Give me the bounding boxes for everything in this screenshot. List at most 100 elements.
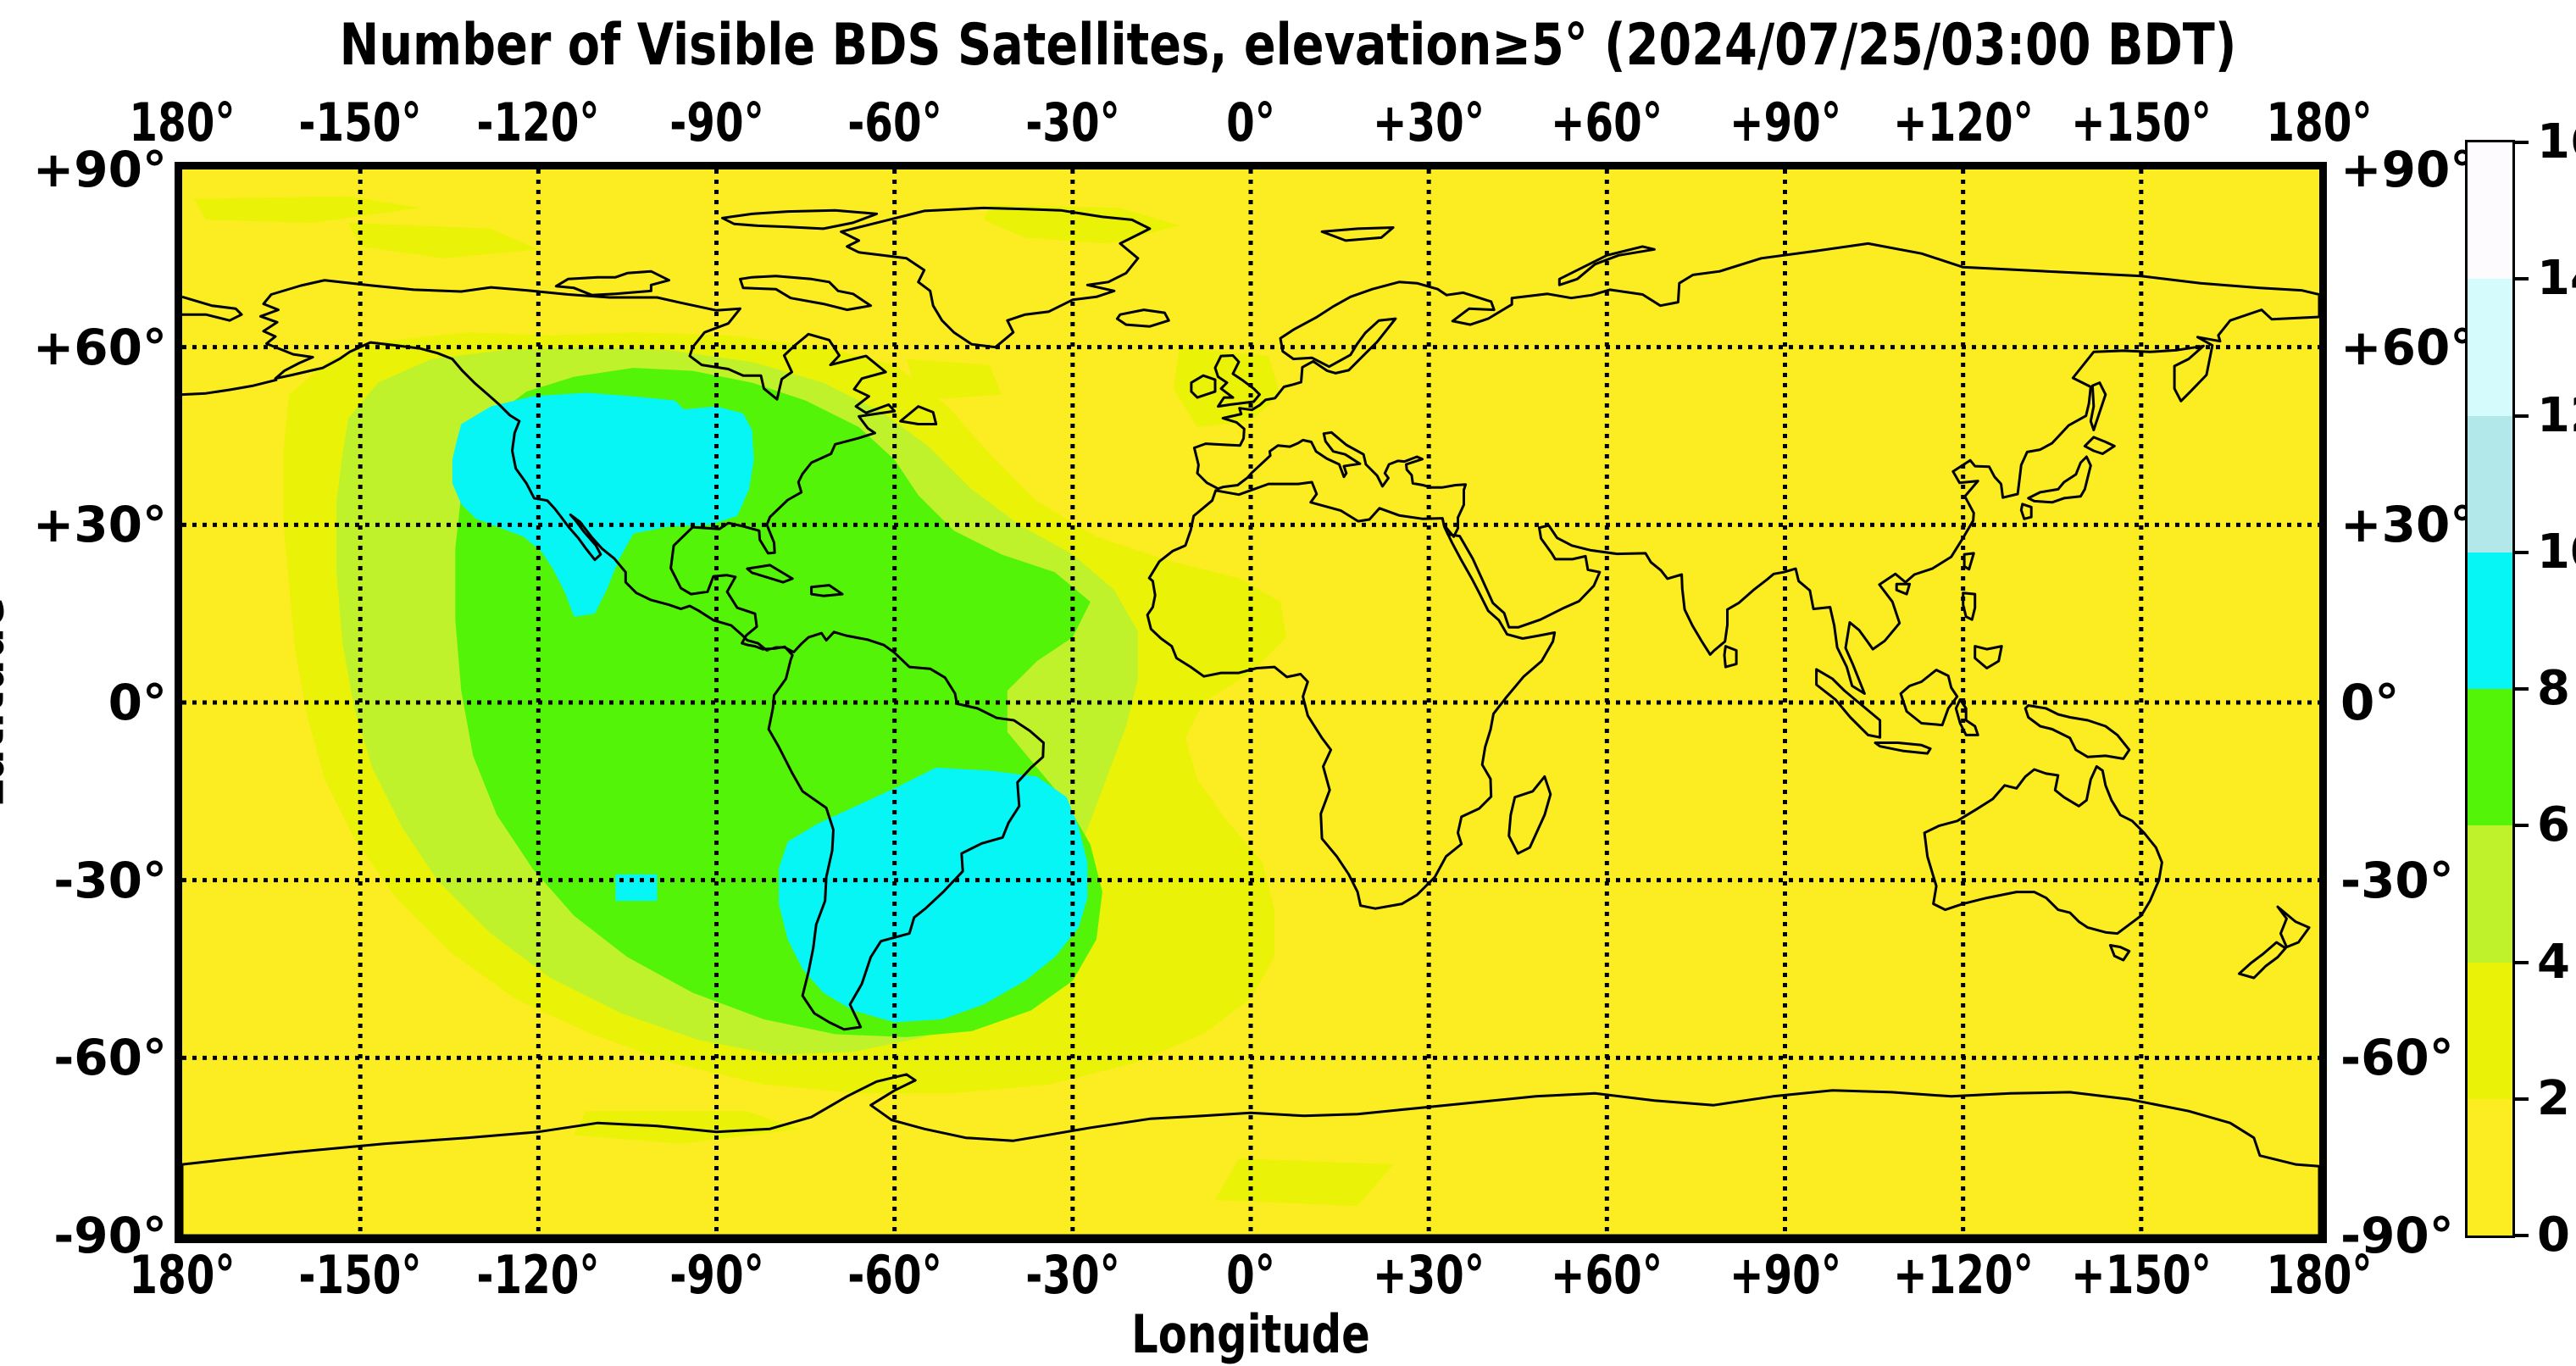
colorbar-tick-2 <box>2515 1097 2529 1101</box>
coast-taiwan <box>1963 552 1975 571</box>
coast-victoria-island <box>554 269 670 297</box>
left-axis-tick-90: +90° <box>32 141 167 198</box>
colorbar-segment-14-16 <box>2468 1098 2512 1236</box>
colorbar-segment-12-14 <box>2468 962 2512 1099</box>
colorbar-segment-0-2 <box>2468 142 2512 280</box>
coast-africa <box>1146 480 1557 910</box>
coast-ireland <box>1190 374 1217 399</box>
zone-12-14-europe <box>1173 347 1280 427</box>
colorbar-tick-0 <box>2515 1234 2529 1237</box>
top-axis-tick-120: +120° <box>1892 92 2034 153</box>
colorbar <box>2465 140 2515 1238</box>
colorbar-segment-10-12 <box>2468 825 2512 963</box>
right-axis-tick--90: -90° <box>2340 1207 2454 1264</box>
colorbar-tick-16 <box>2515 141 2529 144</box>
zone-12-14-greenland-east <box>983 204 1180 244</box>
coast-luzon <box>1962 591 1977 621</box>
bottom-axis-tick--120: -120° <box>476 1244 600 1306</box>
right-axis-tick--60: -60° <box>2340 1029 2454 1087</box>
top-axis-tick-0: 0° <box>1226 92 1275 153</box>
top-axis-tick--120: -120° <box>476 92 600 153</box>
right-axis-tick--30: -30° <box>2340 851 2454 909</box>
left-axis-tick-30: +30° <box>32 496 167 554</box>
colorbar-segment-6-8 <box>2468 552 2512 689</box>
bottom-axis-tick-120: +120° <box>1892 1244 2034 1306</box>
bottom-axis-tick-90: +90° <box>1729 1244 1841 1306</box>
coast-mindanao <box>1974 645 2003 669</box>
colorbar-label-16: 16 <box>2537 114 2576 169</box>
world-heatmap <box>182 169 2319 1236</box>
zone-6-8-north-america <box>452 392 754 617</box>
colorbar-segment-8-10 <box>2468 689 2512 826</box>
colorbar-label-10: 10 <box>2537 524 2576 580</box>
coast-novaya-zemlya <box>1557 245 1656 286</box>
coast-americas <box>259 279 1045 1031</box>
coast-kyushu <box>2019 503 2033 520</box>
colorbar-tick-10 <box>2515 550 2529 554</box>
coast-aleutians <box>182 378 278 397</box>
coast-ellesmere-island <box>721 208 879 230</box>
colorbar-segment-2-4 <box>2468 279 2512 416</box>
top-axis-tick--60: -60° <box>847 92 942 153</box>
bottom-axis-tick-150: +150° <box>2071 1244 2212 1306</box>
colorbar-label-14: 14 <box>2537 251 2576 307</box>
coast-svalbard <box>1320 226 1395 242</box>
top-axis-tick-30: +30° <box>1373 92 1485 153</box>
coast-borneo <box>1899 669 1959 727</box>
bottom-axis-tick-30: +30° <box>1373 1244 1485 1306</box>
coast-new-zealand-north <box>2276 905 2311 949</box>
coast-newfoundland <box>899 405 938 425</box>
coast-sakhalin <box>2089 381 2107 431</box>
bottom-axis-tick--30: -30° <box>1025 1244 1120 1306</box>
y-axis-label: Latitude <box>0 597 16 808</box>
top-axis-tick-90: +90° <box>1729 92 1841 153</box>
coast-new-guinea <box>2024 704 2131 760</box>
zone-12-14-antarctic-atlantic <box>1215 1158 1394 1207</box>
zone-6-8-south-america <box>779 767 1088 1023</box>
coast-chukotka-west-edge <box>182 295 243 322</box>
left-axis-tick-60: +60° <box>32 318 167 376</box>
coast-hainan <box>1895 582 1912 596</box>
colorbar-label-0: 0 <box>2537 1208 2570 1263</box>
coast-cuba <box>746 564 794 584</box>
top-axis-tick-150: +150° <box>2071 92 2212 153</box>
bottom-axis-tick-60: +60° <box>1551 1244 1663 1306</box>
coast-sulawesi <box>1954 698 1979 736</box>
top-axis-tick--150: -150° <box>298 92 422 153</box>
zone-12-14-antarctic-pacific <box>574 1111 800 1144</box>
right-axis-tick-60: +60° <box>2340 318 2475 376</box>
colorbar-label-12: 12 <box>2537 387 2576 443</box>
left-axis-tick-0: 0° <box>108 674 167 731</box>
coast-hispaniola <box>810 584 844 597</box>
coast-sri-lanka <box>1723 645 1738 669</box>
bottom-axis-tick--180: 180° <box>129 1244 236 1306</box>
top-axis-tick--180: 180° <box>129 92 236 153</box>
coast-great-britain <box>1213 354 1261 408</box>
coast-hokkaido <box>2083 436 2116 455</box>
top-axis-tick-60: +60° <box>1551 92 1663 153</box>
colorbar-tick-4 <box>2515 960 2529 964</box>
coast-antarctica <box>182 1073 2319 1236</box>
colorbar-tick-6 <box>2515 824 2529 828</box>
bottom-axis-tick-180: 180° <box>2266 1244 2373 1306</box>
colorbar-label-4: 4 <box>2537 934 2570 990</box>
bottom-axis-tick--150: -150° <box>298 1244 422 1306</box>
right-axis-tick-0: 0° <box>2340 674 2400 731</box>
zone-12-14-labrador <box>906 358 1002 401</box>
map-plot-area <box>175 162 2327 1243</box>
coast-new-zealand-south <box>2237 941 2287 980</box>
top-axis-tick--90: -90° <box>669 92 764 153</box>
x-axis-label: Longitude <box>1131 1303 1370 1365</box>
bottom-axis-tick--90: -90° <box>669 1244 764 1306</box>
chart-title: Number of Visible BDS Satellites, elevat… <box>339 12 2237 79</box>
top-axis-tick--30: -30° <box>1025 92 1120 153</box>
colorbar-tick-14 <box>2515 277 2529 281</box>
colorbar-segment-4-6 <box>2468 415 2512 553</box>
colorbar-label-8: 8 <box>2537 661 2570 716</box>
top-axis-tick-180: 180° <box>2266 92 2373 153</box>
left-axis-tick--30: -30° <box>53 851 167 909</box>
coast-iceland <box>1115 308 1170 328</box>
right-axis-tick-30: +30° <box>2340 496 2475 554</box>
coast-sumatra <box>1815 668 1882 739</box>
bottom-axis-tick-0: 0° <box>1226 1244 1275 1306</box>
